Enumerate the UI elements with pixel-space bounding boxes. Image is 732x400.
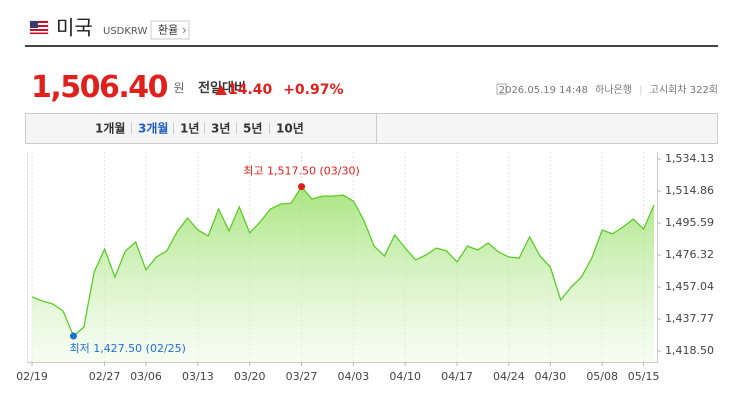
tab[interactable]: 1개월	[95, 121, 125, 136]
price: 1,506.40	[31, 70, 168, 105]
tab-bar	[25, 113, 718, 144]
separator: |	[639, 85, 642, 96]
x-tick-label: 04/10	[389, 370, 421, 383]
up-icon	[215, 85, 227, 95]
x-tick-label: 03/13	[182, 370, 214, 383]
datetime: 2026.05.19 14:48	[499, 85, 588, 96]
x-tick-label: 02/19	[16, 370, 48, 383]
y-tick-label: 1,534.13	[665, 152, 714, 165]
tab[interactable]: 3년	[211, 122, 230, 136]
y-tick-label: 1,437.77	[665, 312, 714, 325]
x-tick-label: 05/08	[586, 370, 618, 383]
country: 미국	[56, 16, 93, 40]
y-tick-label: 1,495.59	[665, 216, 714, 229]
x-tick-label: 05/15	[628, 370, 660, 383]
line	[31, 185, 655, 338]
x-tick-label: 03/27	[286, 370, 318, 383]
y-tick-label: 1,514.86	[665, 184, 714, 197]
chart: 02/19 02/27 03/06 03/13 03/20 03/27 04/03 04/10…	[16, 152, 714, 383]
x-tick-label: 04/17	[441, 370, 473, 383]
tabs: 1개월 3개월 1년 3년 5년 10년	[95, 121, 304, 136]
low-label: 최저 1,427.50 (02/25)	[69, 342, 186, 355]
x-tick-label: 02/27	[89, 370, 121, 383]
info-row: 2026.05.19 14:48 하나은행 | 고시회차 322회	[499, 83, 718, 96]
x-tick-label: 04/03	[338, 370, 370, 383]
low-dot	[69, 332, 77, 340]
y-tick-label: 1,457.04	[665, 280, 714, 293]
y-tick-label: 1,418.50	[665, 344, 714, 357]
unit: 원	[174, 81, 185, 95]
code: USDKRW	[103, 26, 147, 37]
change-pct: +0.97%	[283, 82, 343, 98]
tab[interactable]: 10년	[276, 122, 304, 136]
flag	[29, 20, 49, 35]
change: 14.40	[228, 82, 273, 98]
header-rule	[25, 45, 718, 47]
area	[32, 186, 654, 362]
button-box[interactable]	[150, 20, 190, 40]
high-dot	[298, 183, 306, 191]
round: 고시회차 322회	[650, 84, 718, 96]
x-tick-label: 03/06	[130, 370, 162, 383]
button-arrow	[182, 27, 187, 34]
info-icon	[496, 83, 507, 95]
change-row: 14.40 +0.97%	[228, 82, 343, 98]
high-label: 최고 1,517.50 (03/30)	[243, 165, 360, 178]
tab[interactable]: 1년	[180, 122, 199, 136]
button-label[interactable]: 환율	[158, 24, 178, 37]
bank: 하나은행	[595, 83, 632, 96]
tab[interactable]: 3개월	[138, 121, 168, 136]
x-tick-label: 04/30	[534, 370, 566, 383]
tab[interactable]: 5년	[243, 122, 262, 136]
y-tick-label: 1,476.32	[665, 248, 714, 261]
x-tick-label: 04/24	[493, 370, 525, 383]
price-row: 1,506.40 원 전일대비	[31, 70, 246, 105]
x-tick-label: 03/20	[234, 370, 266, 383]
